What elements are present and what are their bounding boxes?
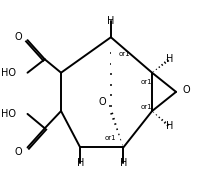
Text: H: H	[107, 16, 115, 26]
Text: HO: HO	[1, 109, 16, 119]
Text: or1: or1	[119, 51, 130, 57]
Text: or1: or1	[141, 79, 152, 85]
Text: O: O	[98, 97, 106, 107]
Text: H: H	[120, 158, 127, 168]
Text: or1: or1	[141, 104, 152, 110]
Text: H: H	[166, 121, 173, 131]
Text: O: O	[183, 85, 190, 95]
Text: H: H	[77, 158, 84, 168]
Text: or1: or1	[104, 135, 116, 141]
Text: H: H	[166, 54, 173, 64]
Text: O: O	[14, 32, 22, 42]
Text: HO: HO	[1, 68, 16, 78]
Text: O: O	[14, 147, 22, 157]
